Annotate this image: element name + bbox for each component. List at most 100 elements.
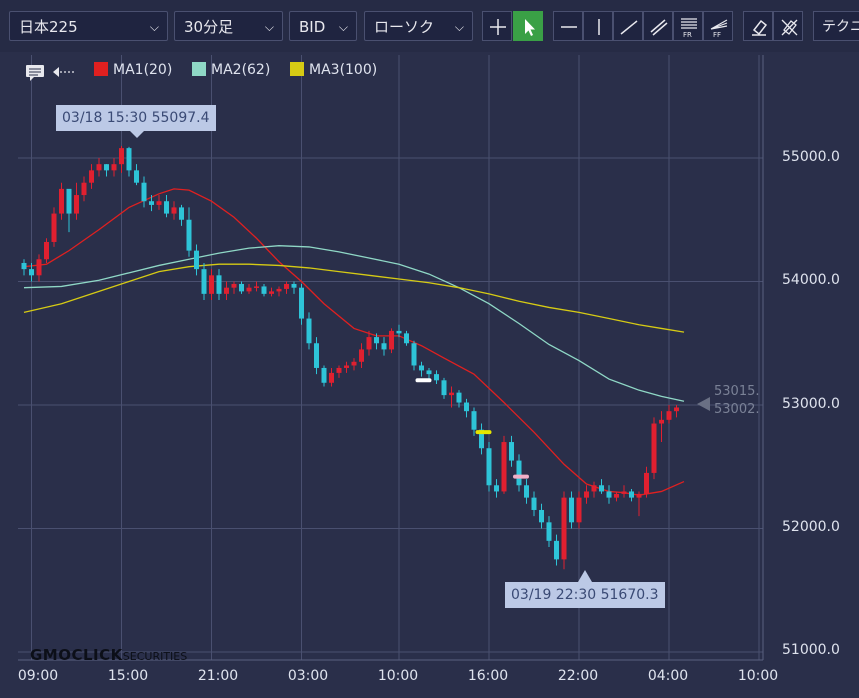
candle-body (344, 365, 349, 368)
candle-body (179, 207, 184, 220)
candle-body (449, 392, 454, 396)
toolbar: 日本225 ⌵ 30分足 ⌵ BID ⌵ ローソク ⌵ FR FF (0, 0, 859, 52)
candle-body (561, 497, 567, 560)
candle-body (44, 241, 49, 260)
candle-body (404, 333, 409, 344)
candle-body (29, 269, 34, 276)
candle-body (411, 343, 417, 366)
candle-body (321, 367, 327, 383)
y-tick-label: 52000.0 (782, 519, 840, 535)
candle-body (216, 275, 222, 294)
channel-button[interactable] (643, 11, 673, 41)
channel-icon (650, 19, 668, 36)
candle-body (464, 402, 469, 412)
y-tick-label: 53000.0 (782, 396, 840, 412)
price-type-dropdown[interactable]: BID ⌵ (289, 11, 357, 41)
candle-body (456, 392, 462, 403)
chart-style-dropdown[interactable]: ローソク ⌵ (364, 11, 473, 41)
chevron-down-icon: ⌵ (264, 20, 274, 34)
candle-body (644, 472, 649, 494)
high-tooltip-arrow (130, 131, 144, 138)
candle-body (554, 540, 559, 560)
candle-body (434, 374, 439, 381)
y-tick-label: 54000.0 (782, 272, 840, 288)
candle-body (599, 485, 604, 492)
chevron-down-icon: ⌵ (454, 20, 464, 34)
candle-body (149, 201, 154, 205)
fibonacci-retracement-button[interactable]: FR (673, 11, 703, 41)
price-type-label: BID (299, 18, 326, 36)
vertical-line-button[interactable] (583, 11, 613, 41)
candle-body (494, 485, 499, 492)
chart-style-label: ローソク (374, 18, 435, 36)
candle-body (246, 287, 252, 292)
candle-body (501, 442, 507, 492)
candle-body (674, 407, 679, 412)
candle-body (531, 497, 537, 510)
ma1-swatch (94, 62, 108, 76)
candle-body (194, 250, 199, 270)
trend-line-icon (620, 20, 638, 35)
ma-value-label: 53015. (714, 384, 760, 399)
pointer-button[interactable] (513, 11, 543, 41)
x-tick-label: 21:00 (197, 668, 239, 684)
symbol-dropdown[interactable]: 日本225 ⌵ (9, 11, 168, 41)
candle-body (614, 493, 619, 498)
candle-body (546, 522, 552, 541)
collapse-legend-icon[interactable] (50, 62, 76, 82)
ma-line (23, 188, 685, 496)
interval-dropdown[interactable]: 30分足 ⌵ (174, 11, 283, 41)
vertical-line-icon (598, 19, 600, 35)
candle-body (666, 411, 672, 420)
horizontal-line-button[interactable] (553, 11, 583, 41)
candle-body (389, 330, 394, 350)
fibonacci-retracement-icon: FR (681, 18, 697, 39)
crosshair-button[interactable] (482, 11, 512, 41)
candle-body (306, 318, 312, 344)
candle-body (584, 491, 589, 498)
candle-body (366, 337, 372, 350)
candle-body (51, 213, 57, 242)
eraser-button[interactable] (743, 11, 773, 41)
chevron-down-icon: ⌵ (338, 20, 348, 34)
trend-line-button[interactable] (613, 11, 643, 41)
candle-body (576, 497, 582, 523)
ma-line (23, 263, 685, 333)
candle-body (66, 188, 72, 214)
comment-icon[interactable] (24, 62, 48, 82)
ma2-swatch (192, 62, 206, 76)
candle-body (96, 164, 102, 171)
candle-body (374, 337, 379, 344)
technical-menu-button[interactable]: テクニ (813, 11, 859, 41)
candle-body (134, 170, 139, 183)
candle-body (21, 262, 27, 270)
candle-body (419, 365, 424, 371)
candle-body (426, 370, 432, 375)
candle-body (651, 423, 657, 473)
candle-body (254, 286, 259, 288)
candle-body (81, 182, 87, 196)
crosshair-icon (490, 19, 506, 35)
candle-body (119, 148, 124, 165)
broker-logo: GMOCLICKSECURITIES (30, 646, 187, 664)
candle-body (261, 286, 267, 294)
candle-body (89, 170, 94, 183)
candle-body (111, 164, 117, 171)
candle-body (516, 460, 522, 486)
candle-body (299, 287, 304, 319)
candle-body (74, 195, 79, 214)
pointer-icon (525, 19, 535, 36)
candle-body (104, 164, 109, 171)
annotation-marker (415, 378, 432, 383)
delete-all-button[interactable] (773, 11, 803, 41)
delete-all-icon (781, 19, 798, 36)
candle-body (156, 201, 162, 205)
candle-body (276, 288, 282, 292)
candle-body (314, 343, 319, 368)
fibonacci-fan-button[interactable]: FF (703, 11, 733, 41)
candle-body (486, 448, 492, 486)
ma-line (23, 245, 685, 402)
interval-label: 30分足 (184, 18, 234, 36)
y-tick-label: 55000.0 (782, 149, 840, 165)
